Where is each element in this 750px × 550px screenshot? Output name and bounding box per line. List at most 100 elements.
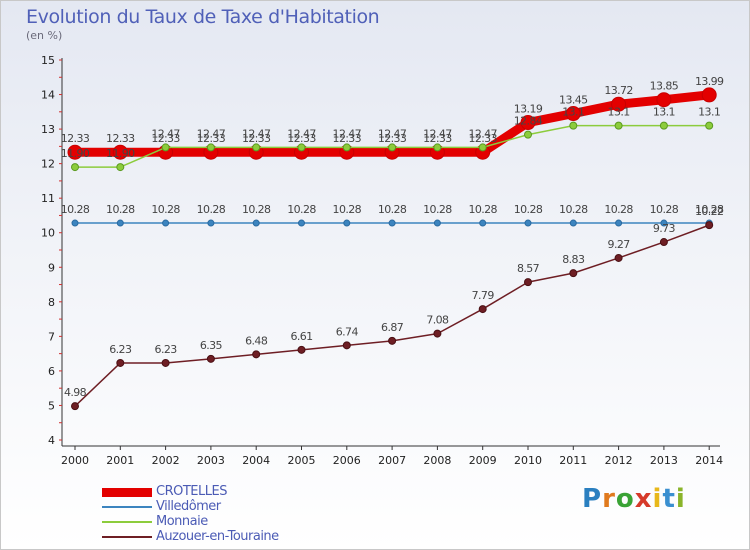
x-tick-label: 2010 — [514, 454, 542, 467]
data-point — [342, 143, 351, 152]
data-point — [388, 143, 397, 152]
data-point — [252, 350, 261, 359]
y-tick-label: 6 — [48, 365, 55, 378]
data-point — [478, 305, 487, 314]
logo-letter: x — [634, 484, 653, 514]
data-point — [569, 219, 577, 227]
data-label: 10.28 — [61, 203, 90, 216]
data-point — [388, 219, 396, 227]
logo-letter: o — [615, 484, 635, 514]
x-tick-label: 2007 — [378, 454, 406, 467]
y-tick-label: 15 — [41, 54, 55, 67]
data-label: 12.47 — [333, 127, 362, 140]
data-label: 12.33 — [61, 132, 90, 145]
data-point — [524, 130, 532, 139]
data-label: 13.1 — [608, 106, 630, 119]
data-label: 12.47 — [468, 127, 497, 140]
y-tick-label: 14 — [41, 89, 55, 102]
data-label: 8.83 — [562, 253, 585, 266]
legend-item: CROTELLES — [102, 484, 362, 499]
data-point — [116, 358, 125, 367]
data-label: 12.33 — [151, 132, 180, 145]
data-point — [252, 219, 260, 227]
data-point — [206, 354, 215, 363]
data-point — [659, 238, 668, 247]
data-label: 9.27 — [608, 238, 631, 251]
data-point — [615, 219, 623, 227]
data-point — [297, 345, 306, 354]
data-label: 12.33 — [287, 132, 316, 145]
data-point — [71, 402, 79, 411]
legend-swatch — [102, 536, 152, 538]
data-point — [433, 143, 442, 152]
data-label: 10.28 — [468, 203, 497, 216]
x-tick-label: 2009 — [469, 454, 497, 467]
data-label: 10.28 — [106, 203, 135, 216]
data-point — [614, 121, 623, 130]
data-point — [611, 96, 627, 112]
data-point — [343, 219, 351, 227]
data-label: 12.33 — [468, 132, 497, 145]
line-chart: 4 5 6 7 8 9 10 11 12 13 14 15 2000 2001 2002 2003 2004 20… — [41, 54, 725, 467]
data-point — [67, 144, 83, 160]
y-tick-label: 8 — [48, 296, 55, 309]
legend-item: Monnaie — [102, 514, 362, 529]
legend-item: Auzouer-en-Touraine — [102, 529, 362, 544]
y-tick-label: 13 — [41, 123, 55, 136]
data-label: 9.73 — [653, 222, 676, 235]
data-label: 6.61 — [290, 330, 312, 343]
data-label: 12.33 — [333, 132, 362, 145]
data-point — [479, 219, 487, 227]
data-point — [520, 115, 536, 131]
data-point — [705, 221, 714, 230]
data-point — [388, 336, 397, 345]
data-label: 10.28 — [378, 203, 407, 216]
x-tick-label: 2013 — [650, 454, 678, 467]
data-label: 13.19 — [514, 103, 543, 116]
data-point — [701, 87, 717, 103]
x-tick-label: 2012 — [605, 454, 633, 467]
data-label: 12.47 — [151, 127, 180, 140]
legend-swatch — [102, 521, 152, 523]
data-point — [569, 269, 578, 278]
legend-label: Monnaie — [156, 514, 208, 529]
data-point — [116, 163, 125, 172]
logo-letter: i — [652, 484, 663, 514]
data-label: 6.35 — [200, 339, 223, 352]
data-label: 10.28 — [333, 203, 362, 216]
data-label: 11.90 — [61, 147, 90, 160]
legend-label: CROTELLES — [156, 484, 227, 499]
chart-title: Evolution du Taux de Taxe d'Habitation — [26, 6, 380, 28]
data-label: 10.28 — [650, 203, 679, 216]
data-label: 12.33 — [106, 132, 135, 145]
data-point — [614, 253, 623, 262]
data-label: 10.28 — [423, 203, 452, 216]
x-tick-label: 2000 — [61, 454, 89, 467]
data-point — [162, 219, 170, 227]
data-point — [207, 219, 215, 227]
data-point — [116, 219, 124, 227]
data-point — [252, 143, 261, 152]
data-label: 10.28 — [151, 203, 180, 216]
data-label: 12.33 — [197, 132, 226, 145]
y-tick-label: 11 — [41, 192, 55, 205]
data-label: 6.87 — [381, 321, 404, 334]
x-tick-label: 2002 — [152, 454, 180, 467]
data-label: 10.28 — [287, 203, 316, 216]
data-label: 10.28 — [514, 203, 543, 216]
data-label: 13.1 — [562, 106, 584, 119]
data-label: 12.33 — [423, 132, 452, 145]
data-point — [656, 92, 672, 108]
data-label: 12.47 — [378, 127, 407, 140]
data-point — [569, 121, 578, 130]
legend-swatch — [102, 506, 152, 508]
logo-letter: r — [602, 484, 616, 514]
data-point — [705, 121, 714, 130]
data-label: 7.08 — [426, 314, 449, 327]
series-line — [74, 224, 710, 407]
y-tick-label: 5 — [48, 399, 55, 412]
logo-letter: t — [662, 484, 676, 514]
legend-swatch — [102, 487, 152, 497]
data-label: 13.72 — [604, 84, 633, 97]
